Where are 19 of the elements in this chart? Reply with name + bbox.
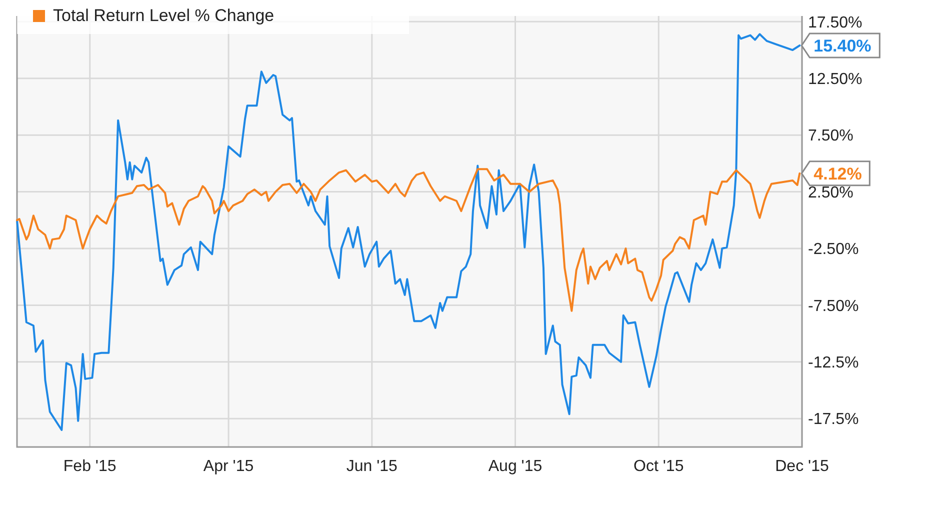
x-tick-label: Oct '15	[634, 458, 684, 475]
line-series	[16, 33, 801, 431]
y-tick-label: 17.50%	[808, 14, 862, 32]
y-tick-label: -2.50%	[808, 241, 859, 258]
y-tick-label: -17.5%	[808, 411, 859, 428]
annotation: 4.12%	[814, 164, 862, 184]
line-series	[16, 168, 801, 312]
legend-label: Total Return Level % Change	[53, 6, 274, 25]
x-tick-label: Feb '15	[63, 458, 116, 475]
x-tick-label: Apr '15	[203, 458, 254, 475]
y-tick-label: -7.50%	[808, 298, 859, 315]
x-tick-label: Aug '15	[488, 458, 542, 475]
y-tick-label: 2.50%	[808, 184, 854, 202]
y-tick-label: 12.50%	[808, 70, 862, 88]
x-tick-label: Dec '15	[775, 458, 829, 475]
annotation: 15.40%	[814, 36, 872, 56]
y-tick-label: -12.5%	[808, 354, 859, 372]
x-tick-label: Jun '15	[346, 458, 398, 475]
y-tick-label: 7.50%	[808, 128, 854, 145]
